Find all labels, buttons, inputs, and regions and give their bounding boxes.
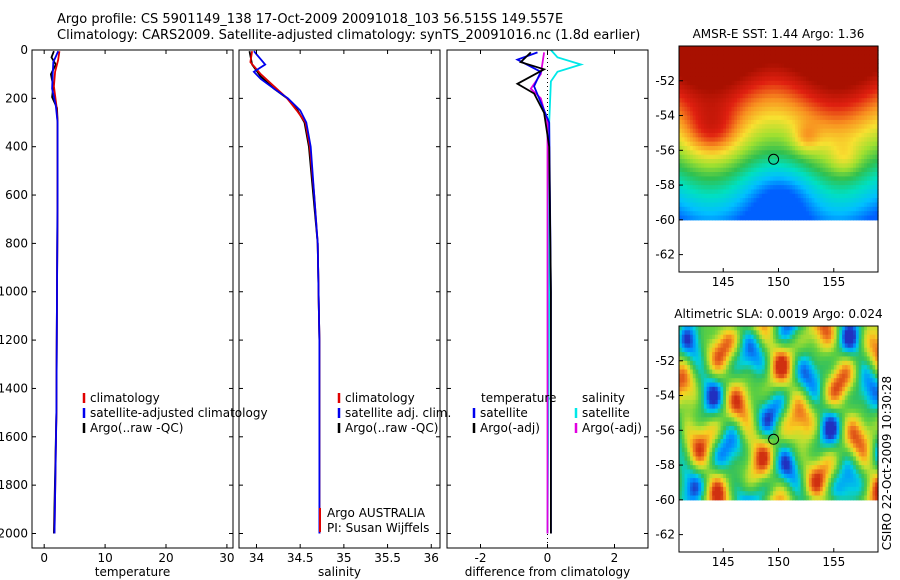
temperature-xtick-label: 20 bbox=[158, 551, 173, 565]
sst-lon-label: 150 bbox=[767, 275, 790, 289]
temperature-xtick-label: 30 bbox=[219, 551, 234, 565]
temperature-group-title: temperature bbox=[481, 391, 556, 405]
sla-lat-label: -60 bbox=[655, 493, 675, 507]
argo-credit-text: Argo AUSTRALIA bbox=[327, 506, 426, 520]
difference-salinity-legend-label: satellite bbox=[582, 406, 630, 420]
salinity-xtick-label: 35.5 bbox=[374, 551, 401, 565]
sla-lat-label: -54 bbox=[655, 389, 675, 403]
sla-lat-label: -52 bbox=[655, 354, 675, 368]
salinity-series-line bbox=[249, 51, 321, 534]
sst-heatmap-cells bbox=[679, 46, 879, 221]
salinity-legend-label: satellite adj. clim. bbox=[345, 406, 451, 420]
sst-argo-marker bbox=[768, 153, 780, 165]
sla-lat-label: -56 bbox=[655, 423, 675, 437]
difference-temperature-legend-label: satellite bbox=[480, 406, 528, 420]
sla-map-title: Altimetric SLA: 0.0019 Argo: 0.024 bbox=[674, 307, 882, 321]
sst-lat-label: -56 bbox=[655, 143, 675, 157]
sst-lat-label: -58 bbox=[655, 178, 675, 192]
difference-x-axis-label: difference from climatology bbox=[465, 565, 631, 579]
csiro-timestamp: CSIRO 22-Oct-2009 10:30:28 bbox=[880, 376, 894, 550]
salinity-xtick-label: 36 bbox=[424, 551, 439, 565]
argo-credit-text: PI: Susan Wijffels bbox=[327, 521, 429, 535]
depth-tick-label: 800 bbox=[5, 236, 28, 250]
depth-tick-label: 1000 bbox=[0, 285, 28, 299]
panel-temperature: 0 10 20 30 temperature 0 200 400 600 800 1000 1200 1… bbox=[0, 43, 268, 579]
sst-lat-label: -54 bbox=[655, 109, 675, 123]
sla-heatmap-cells bbox=[679, 326, 879, 501]
sla-map-panel: 145 150 155 -52 -54 -56 -58 -60 -62 Altimetric SL… bbox=[655, 307, 882, 569]
salinity-axes-frame bbox=[238, 49, 441, 549]
sst-lon-label: 145 bbox=[712, 275, 735, 289]
temperature-legend-label: satellite-adjusted climatology bbox=[90, 406, 268, 420]
depth-tick-label: 1200 bbox=[0, 333, 28, 347]
temperature-x-axis-label: temperature bbox=[95, 565, 170, 579]
depth-tick-label: 1400 bbox=[0, 381, 28, 395]
difference-xtick-label: -2 bbox=[475, 551, 487, 565]
difference-series-line bbox=[515, 51, 552, 534]
temperature-legend-label: climatology bbox=[90, 391, 160, 405]
sla-lat-label: -58 bbox=[655, 458, 675, 472]
temperature-legend-label: Argo(..raw -QC) bbox=[90, 421, 183, 435]
temperature-series-line bbox=[51, 50, 60, 534]
depth-tick-label: 400 bbox=[5, 140, 28, 154]
depth-tick-label: 2000 bbox=[0, 526, 28, 540]
temperature-xtick-label: 0 bbox=[40, 551, 48, 565]
salinity-legend-label: Argo(..raw -QC) bbox=[345, 421, 438, 435]
sst-lon-label: 155 bbox=[822, 275, 845, 289]
sst-lat-label: -52 bbox=[655, 74, 675, 88]
difference-salinity-legend-label: Argo(-adj) bbox=[582, 421, 642, 435]
sla-lon-label: 155 bbox=[822, 555, 845, 569]
sst-lat-label: -60 bbox=[655, 213, 675, 227]
salinity-series-line bbox=[248, 51, 321, 534]
sla-lon-label: 150 bbox=[767, 555, 790, 569]
sla-argo-marker bbox=[768, 433, 780, 445]
sst-lat-label: -62 bbox=[655, 248, 675, 262]
salinity-legend-label: climatology bbox=[345, 391, 415, 405]
sst-map-title: AMSR-E SST: 1.44 Argo: 1.36 bbox=[693, 27, 865, 41]
salinity-xtick-label: 34.5 bbox=[287, 551, 314, 565]
sla-lat-label: -62 bbox=[655, 528, 675, 542]
difference-series-line bbox=[546, 49, 585, 534]
difference-series-line bbox=[529, 52, 549, 534]
depth-tick-label: 600 bbox=[5, 188, 28, 202]
salinity-series-line bbox=[252, 50, 321, 534]
sst-map-panel: 145 150 155 -52 -54 -56 -58 -60 -62 AMSR-E SST: 1… bbox=[655, 27, 879, 289]
sla-lon-label: 145 bbox=[712, 555, 735, 569]
difference-temperature-legend-label: Argo(-adj) bbox=[480, 421, 540, 435]
temperature-axes-frame bbox=[31, 49, 234, 549]
panel-salinity: 34 34.5 35 35.5 36 salinity climatologysatelli… bbox=[238, 49, 451, 579]
depth-tick-label: 1600 bbox=[0, 430, 28, 444]
difference-xtick-label: 2 bbox=[611, 551, 619, 565]
depth-tick-label: 1800 bbox=[0, 478, 28, 492]
climatology-subtitle: Climatology: CARS2009. Satellite-adjuste… bbox=[57, 28, 641, 43]
temperature-xtick-label: 10 bbox=[97, 551, 112, 565]
salinity-xtick-label: 35 bbox=[336, 551, 351, 565]
salinity-xtick-label: 34 bbox=[249, 551, 264, 565]
salinity-x-axis-label: salinity bbox=[318, 565, 361, 579]
depth-tick-label: 200 bbox=[5, 91, 28, 105]
profile-title: Argo profile: CS 5901149_138 17-Oct-2009… bbox=[57, 12, 564, 27]
difference-xtick-label: 0 bbox=[544, 551, 552, 565]
depth-tick-label: 0 bbox=[20, 43, 28, 57]
salinity-group-title: salinity bbox=[582, 391, 625, 405]
